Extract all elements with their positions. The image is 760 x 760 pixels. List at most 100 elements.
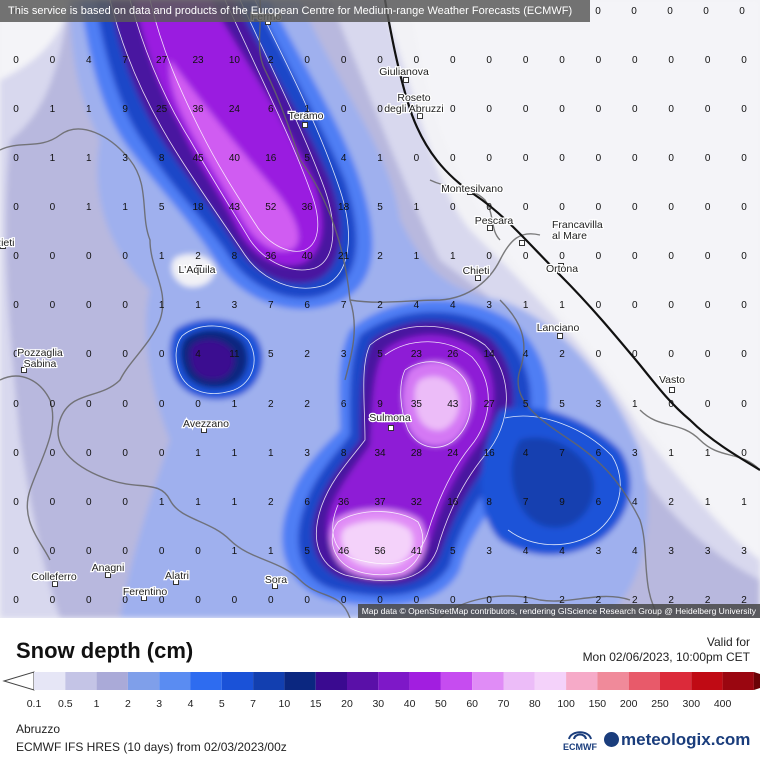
grid-value: 4 [450,300,456,311]
city-marker: Lanciano [535,321,581,339]
grid-value: 36 [302,202,314,213]
grid-value: 0 [377,595,383,606]
grid-value: 1 [304,104,310,115]
grid-value: 0 [668,349,674,360]
grid-value: 0 [13,595,19,606]
grid-value: 0 [668,202,674,213]
legend-swatch [253,672,285,690]
grid-value: 2 [596,595,602,606]
grid-value: 0 [268,595,274,606]
legend-swatch [127,672,160,690]
grid-value: 0 [596,251,602,262]
grid-value: 6 [596,448,602,459]
snow-depth-map[interactable]: 0000000004727231020000000000000011925362… [0,0,760,618]
city-marker: Rieti [0,236,16,250]
grid-value: 0 [122,546,128,557]
grid-value: 0 [739,6,745,17]
grid-value: 1 [668,448,674,459]
city-dot [403,77,409,83]
grid-value: 0 [414,595,420,606]
grid-value: 4 [632,546,638,557]
grid-value: 0 [86,497,92,508]
grid-value: 3 [232,300,238,311]
grid-value: 0 [122,349,128,360]
grid-value: 0 [631,6,637,17]
grid-value: 46 [338,546,350,557]
legend-swatch [472,672,504,690]
legend-swatch [34,672,66,690]
city-dot [557,333,563,339]
grid-value: 0 [159,546,165,557]
grid-value: 1 [523,300,529,311]
grid-value: 3 [486,546,492,557]
city-label: Ferentino [123,586,168,598]
grid-value: 0 [705,104,711,115]
grid-value: 0 [741,300,747,311]
legend-tick-label: 2 [125,698,131,710]
legend-tick-label: 20 [341,698,353,710]
grid-value: 35 [411,399,423,410]
ecmwf-disclaimer-banner: This service is based on data and produc… [0,0,590,22]
grid-value: 2 [268,497,274,508]
grid-value: 0 [741,448,747,459]
legend-right-arrow [753,672,760,690]
grid-value: 0 [595,6,601,17]
meteologix-brand[interactable]: meteologix.com [604,730,750,750]
grid-value: 14 [484,349,496,360]
grid-value: 40 [302,251,314,262]
city-label: Sora [265,574,287,586]
legend-swatch [159,672,191,690]
legend-tick-label: 7 [250,698,256,710]
grid-value: 2 [377,300,383,311]
grid-value: 56 [374,546,386,557]
grid-value: 3 [596,546,602,557]
grid-value: 4 [414,300,420,311]
grid-value: 40 [229,153,241,164]
grid-value: 4 [195,349,201,360]
grid-value: 0 [304,55,310,66]
legend-tick-label: 0.5 [58,698,73,710]
grid-value: 2 [304,349,310,360]
grid-value: 0 [122,448,128,459]
city-label: Lanciano [537,322,580,334]
grid-value: 1 [50,153,56,164]
city-label: Avezzano [183,418,229,430]
city-dot [201,427,207,433]
grid-value: 0 [450,595,456,606]
legend-swatch [628,672,660,690]
legend-tick-label: 250 [651,698,669,710]
grid-value: 9 [559,497,565,508]
city-label: Roseto [397,92,430,104]
grid-value: 1 [159,300,165,311]
grid-value: 7 [523,497,529,508]
grid-value: 0 [159,399,165,410]
grid-value: 3 [632,448,638,459]
grid-value: 7 [122,55,128,66]
city-dot [21,367,27,373]
grid-value: 0 [13,497,19,508]
grid-value: 1 [741,497,747,508]
grid-value: 36 [265,251,277,262]
grid-value: 28 [411,448,423,459]
grid-value: 0 [705,202,711,213]
grid-value: 0 [13,448,19,459]
city-label: Ortona [546,263,578,275]
city-label: Pozzaglia [17,347,63,359]
grid-value: 6 [341,399,347,410]
legend-tick-label: 80 [529,698,541,710]
grid-value: 1 [232,497,238,508]
grid-value: 3 [705,546,711,557]
legend-tick-label: 3 [156,698,162,710]
legend-tick-label: 50 [435,698,447,710]
grid-value: 1 [232,448,238,459]
city-marker: Sora [264,573,288,589]
legend-tick-label: 5 [219,698,225,710]
city-labels: FermoGiulianovaRosetodegli AbruzziTeramo… [0,10,686,601]
grid-value: 45 [192,153,204,164]
grid-value: 5 [377,202,383,213]
grid-value: 27 [156,55,168,66]
legend-swatch [378,672,410,690]
grid-value: 0 [122,399,128,410]
grid-value: 0 [632,251,638,262]
legend-swatch [347,672,379,690]
